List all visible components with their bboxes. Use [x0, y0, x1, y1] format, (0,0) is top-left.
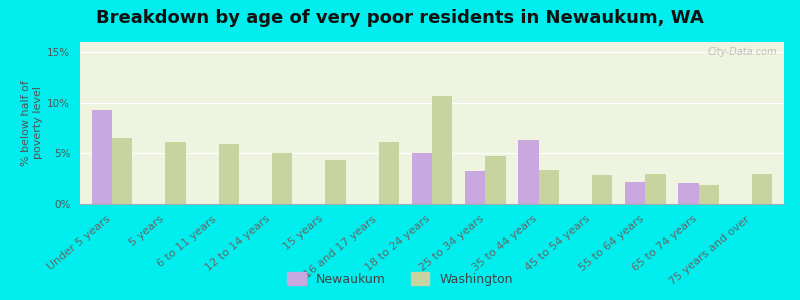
- Bar: [272, 153, 292, 204]
- Bar: [112, 138, 132, 204]
- Bar: [698, 185, 719, 204]
- Bar: [92, 110, 112, 204]
- Text: City-Data.com: City-Data.com: [707, 47, 777, 57]
- Bar: [646, 174, 666, 204]
- Bar: [486, 156, 506, 204]
- Bar: [518, 140, 538, 204]
- Text: Breakdown by age of very poor residents in Newaukum, WA: Breakdown by age of very poor residents …: [96, 9, 704, 27]
- Bar: [166, 142, 186, 204]
- Bar: [218, 144, 239, 204]
- Y-axis label: % below half of
poverty level: % below half of poverty level: [22, 80, 43, 166]
- Legend: Newaukum, Washington: Newaukum, Washington: [282, 267, 518, 291]
- Bar: [592, 175, 612, 204]
- Bar: [625, 182, 646, 204]
- Bar: [465, 171, 486, 204]
- Bar: [678, 183, 698, 204]
- Bar: [412, 153, 432, 204]
- Bar: [752, 174, 772, 204]
- Bar: [538, 169, 559, 204]
- Bar: [378, 142, 399, 204]
- Bar: [326, 160, 346, 204]
- Bar: [432, 96, 452, 204]
